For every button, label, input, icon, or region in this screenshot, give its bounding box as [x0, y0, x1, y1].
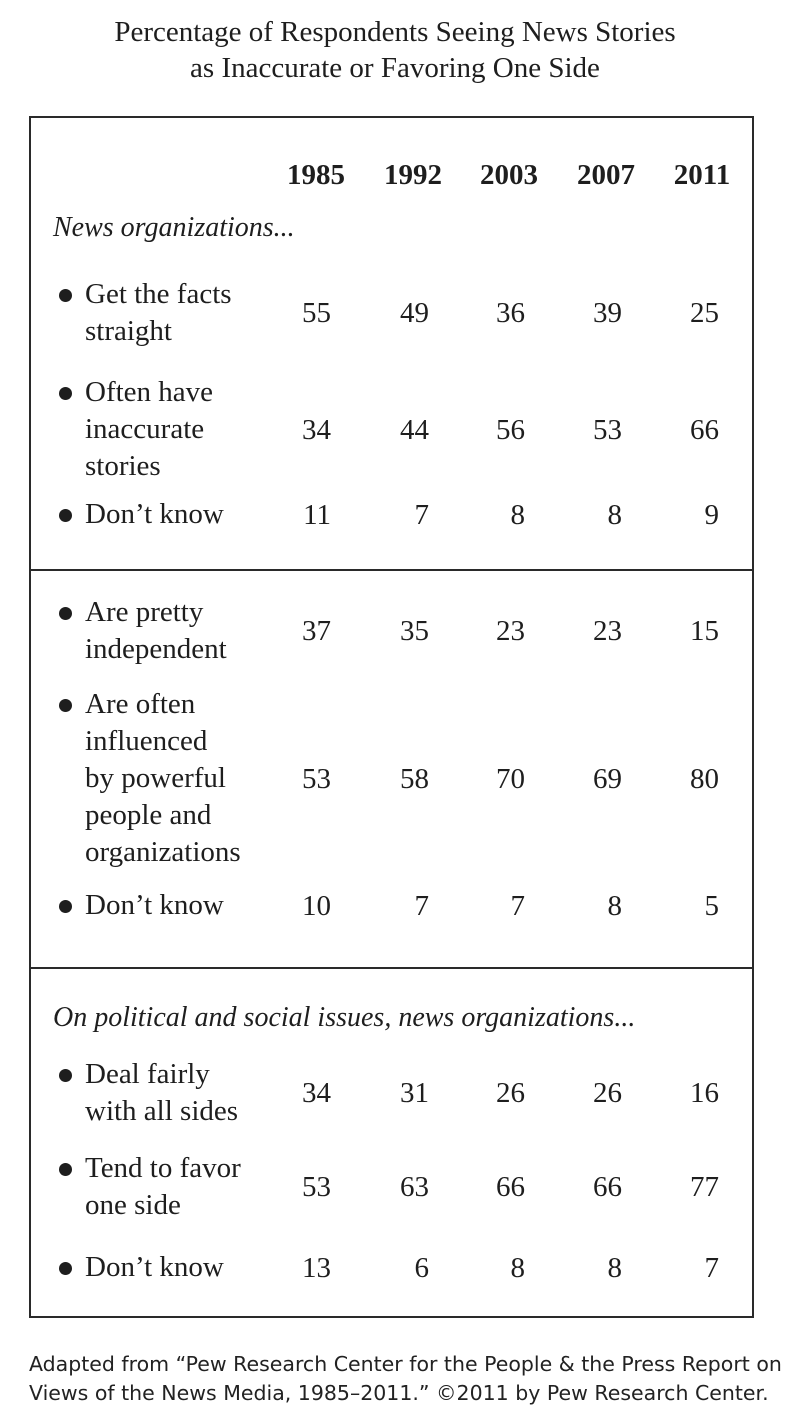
cell-2007: 23: [593, 615, 622, 647]
row-label: Don’t know: [85, 887, 224, 924]
row-label-line: Don’t know: [85, 889, 224, 921]
cell-1992: 44: [400, 413, 429, 446]
cell-1985: 13: [302, 1251, 331, 1284]
cell-2003: 8: [510, 1251, 526, 1284]
cell-2007: 8: [607, 889, 623, 922]
row-label-line: with all sides: [85, 1095, 239, 1127]
row-label-line: independent: [85, 633, 227, 665]
footnote-line-1: Adapted from “Pew Research Center for th…: [29, 1352, 782, 1376]
bullet-icon: [59, 607, 72, 620]
cell-1985: 10: [302, 889, 331, 922]
bullet-icon: [59, 1069, 72, 1082]
cell-2011: 66: [690, 413, 719, 446]
column-header-1985: 1985: [287, 159, 345, 191]
cell-1985: 34: [302, 413, 331, 446]
bullet-icon: [59, 699, 72, 712]
chart-title: Percentage of Respondents Seeing News St…: [0, 14, 790, 86]
cell-2007: 69: [593, 762, 622, 795]
cell-2003: 56: [496, 413, 525, 446]
cell-2011: 7: [704, 1251, 720, 1284]
cell-1992: 6: [414, 1251, 430, 1284]
row-label-line: Are often: [85, 688, 196, 720]
cell-2011: 16: [690, 1077, 719, 1109]
row-label-line: Are pretty: [85, 596, 204, 628]
row-label-line: Don’t know: [85, 498, 224, 530]
cell-2003: 7: [510, 889, 526, 922]
row-label-line: straight: [85, 315, 172, 347]
row-label: Tend to favor one side: [85, 1150, 241, 1224]
row-label-line: influenced: [85, 725, 208, 757]
row-label-line: Get the facts: [85, 278, 232, 310]
row-label: Get the facts straight: [85, 276, 232, 350]
row-label-line: organizations: [85, 836, 241, 868]
cell-2007: 39: [593, 297, 622, 329]
cell-2003: 66: [496, 1171, 525, 1203]
row-label: Are pretty independent: [85, 594, 227, 668]
row-label: Deal fairly with all sides: [85, 1056, 238, 1130]
row-label: Don’t know: [85, 1249, 224, 1286]
cell-2007: 8: [607, 498, 623, 531]
column-header-2007: 2007: [577, 159, 635, 191]
footnote-line-2: Views of the News Media, 1985–2011.” ©20…: [29, 1381, 769, 1405]
cell-1985: 37: [302, 615, 331, 647]
cell-1985: 53: [302, 762, 331, 795]
cell-1992: 31: [400, 1077, 429, 1109]
row-label-line: by powerful: [85, 762, 226, 794]
cell-1985: 11: [303, 498, 331, 531]
section-divider-2: [31, 967, 752, 969]
row-label-line: inaccurate: [85, 413, 205, 445]
cell-2007: 53: [593, 413, 622, 446]
cell-2011: 77: [690, 1171, 719, 1203]
bullet-icon: [59, 900, 72, 913]
cell-1985: 53: [302, 1171, 331, 1203]
bullet-icon: [59, 387, 72, 400]
column-header-2003: 2003: [480, 159, 538, 191]
row-label-line: Tend to favor: [85, 1152, 241, 1184]
bullet-icon: [59, 1163, 72, 1176]
cell-1992: 58: [400, 762, 429, 795]
section-heading: On political and social issues, news org…: [53, 1002, 636, 1033]
cell-2003: 36: [496, 297, 525, 329]
cell-2011: 25: [690, 297, 719, 329]
row-label-line: one side: [85, 1189, 181, 1221]
row-label: Often have inaccurate stories: [85, 374, 213, 485]
cell-2007: 26: [593, 1077, 622, 1109]
cell-1992: 7: [414, 889, 430, 922]
title-line-1: Percentage of Respondents Seeing News St…: [114, 16, 676, 48]
section-divider-1: [31, 569, 752, 571]
row-label-line: Deal fairly: [85, 1058, 210, 1090]
cell-2003: 23: [496, 615, 525, 647]
bullet-icon: [59, 289, 72, 302]
cell-2003: 8: [510, 498, 526, 531]
title-line-2: as Inaccurate or Favoring One Side: [190, 52, 600, 84]
cell-1992: 49: [400, 297, 429, 329]
column-header-2011: 2011: [673, 159, 731, 191]
bullet-icon: [59, 1262, 72, 1275]
cell-1985: 34: [302, 1077, 331, 1109]
cell-2003: 70: [496, 762, 525, 795]
cell-1992: 35: [400, 615, 429, 647]
row-label-line: stories: [85, 450, 161, 482]
cell-2011: 5: [704, 889, 720, 922]
row-label-line: Don’t know: [85, 1251, 224, 1283]
source-footnote: Adapted from “Pew Research Center for th…: [29, 1350, 789, 1408]
data-table: 1985 1992 2003 2007 2011 News organizations..…: [29, 116, 754, 1318]
bullet-icon: [59, 509, 72, 522]
section-heading: News organizations...: [53, 212, 295, 243]
cell-2007: 8: [607, 1251, 623, 1284]
cell-1992: 7: [414, 498, 430, 531]
row-label: Don’t know: [85, 496, 224, 533]
cell-2011: 9: [704, 498, 720, 531]
column-header-1992: 1992: [384, 159, 442, 191]
row-label-line: Often have: [85, 376, 214, 408]
cell-2011: 80: [690, 762, 719, 795]
cell-2011: 15: [690, 615, 719, 647]
cell-1985: 55: [302, 297, 331, 329]
row-label-line: people and: [85, 799, 212, 831]
cell-2003: 26: [496, 1077, 525, 1109]
row-label: Are often influenced by powerful people and…: [85, 686, 241, 871]
cell-1992: 63: [400, 1171, 429, 1203]
cell-2007: 66: [593, 1171, 622, 1203]
